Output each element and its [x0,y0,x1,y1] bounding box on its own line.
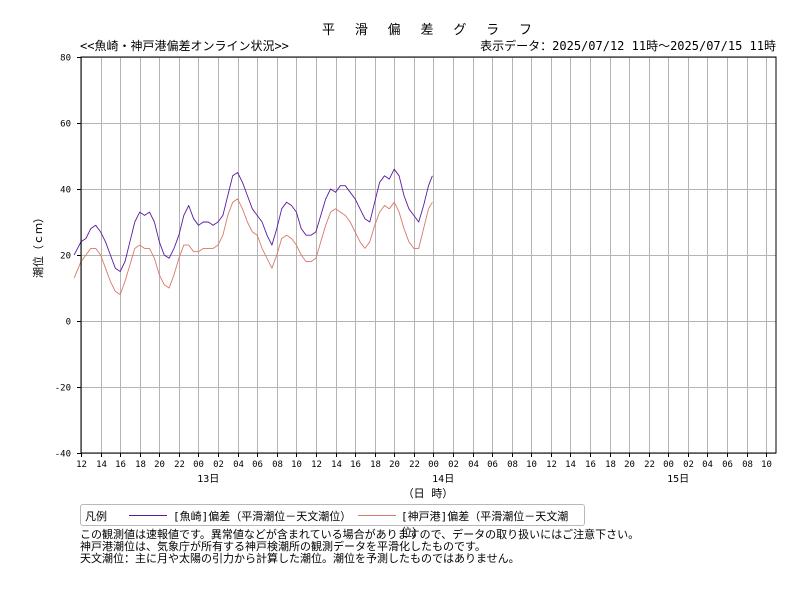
x-tick-label: 16 [115,460,126,470]
day-label: 13日 [197,474,219,485]
y-axis-label: 潮位（ｃｍ） [31,212,45,278]
y-tick-label: 80 [60,54,71,64]
x-tick-label: 08 [272,460,283,470]
x-tick-label: 14 [565,460,576,470]
x-tick-label: 20 [154,460,165,470]
legend-swatch-uozaki [129,515,167,516]
y-tick-label: 20 [60,252,71,262]
x-tick-label: 16 [585,460,596,470]
x-tick-label: 00 [428,460,439,470]
display-range-label: 表示データ：2025/07/12 11時～2025/07/15 11時 [480,39,776,53]
notes: この観測値は速報値です。異常値などが含まれている場合がありますので、データの取り… [80,529,639,565]
chart-subtitle: <<魚崎・神戸港偏差オンライン状況>> [80,39,289,53]
day-label: 14日 [432,474,454,485]
x-tick-label: 18 [135,460,146,470]
x-tick-label: 00 [663,460,674,470]
legend-swatch-kobe [358,515,396,516]
x-tick-label: 10 [761,460,772,470]
x-axis-label: （日 時） [403,487,454,500]
x-tick-label: 10 [526,460,537,470]
x-tick-label: 14 [331,460,342,470]
chart-canvas: 12 14 16 18 20 22 00 02 04 06 08 10 12 14 16 18 20 22 00 02… [31,54,777,500]
x-tick-label: 00 [193,460,204,470]
x-tick-label: 12 [76,460,87,470]
legend-heading: 凡例 [85,510,107,523]
series-line-uozaki [73,168,433,272]
chart-title: 平 滑 偏 差 グ ラ フ [322,23,538,38]
x-tick-label: 04 [468,460,479,470]
y-tick-label: -20 [55,384,71,394]
x-tick-label: 16 [350,460,361,470]
y-tick-label: 40 [60,186,71,196]
x-tick-label: 14 [96,460,107,470]
x-tick-label: 18 [605,460,616,470]
day-label: 15日 [667,474,689,485]
x-tick-label: 02 [213,460,224,470]
x-tick-label: 20 [389,460,400,470]
series-line-kobe [73,198,433,296]
x-tick-label: 10 [291,460,302,470]
x-tick-label: 02 [448,460,459,470]
x-tick-label: 18 [370,460,381,470]
x-tick-label: 08 [507,460,518,470]
x-tick-label: 22 [644,460,655,470]
note-line: 天文潮位：主に月や太陽の引力から計算した潮位。潮位を予測したものではありません。 [80,552,520,565]
x-tick-label: 12 [311,460,322,470]
x-tick-label: 06 [722,460,733,470]
legend-label-kobe: [神戸港]偏差（平滑潮位－天文潮位） [401,510,569,539]
y-tick-label: -40 [55,450,71,460]
x-tick-label: 20 [624,460,635,470]
grid-lines [81,57,776,454]
x-tick-label: 22 [409,460,420,470]
x-tick-label: 12 [546,460,557,470]
note-line: この観測値は速報値です。異常値などが含まれている場合がありますので、データの取り… [80,528,640,541]
x-tick-label: 22 [174,460,185,470]
x-tick-label: 04 [233,460,244,470]
series-group [73,168,433,296]
legend-label-uozaki: [魚崎]偏差（平滑潮位－天文潮位） [173,510,352,523]
x-tick-label: 06 [487,460,498,470]
x-tick-label: 08 [742,460,753,470]
x-tick-label: 06 [252,460,263,470]
tick-labels: 12 14 16 18 20 22 00 02 04 06 08 10 12 14 16 18 20 22 00 02… [55,54,772,486]
x-tick-label: 02 [683,460,694,470]
x-tick-label: 04 [702,460,713,470]
y-tick-label: 0 [66,318,71,328]
legend: 凡例 [魚崎]偏差（平滑潮位－天文潮位） [神戸港]偏差（平滑潮位－天文潮位） [80,504,585,539]
y-tick-label: 60 [60,120,71,130]
note-line: 神戸港潮位は、気象庁が所有する神戸検潮所の観測データを平滑化したものです。 [80,540,486,553]
